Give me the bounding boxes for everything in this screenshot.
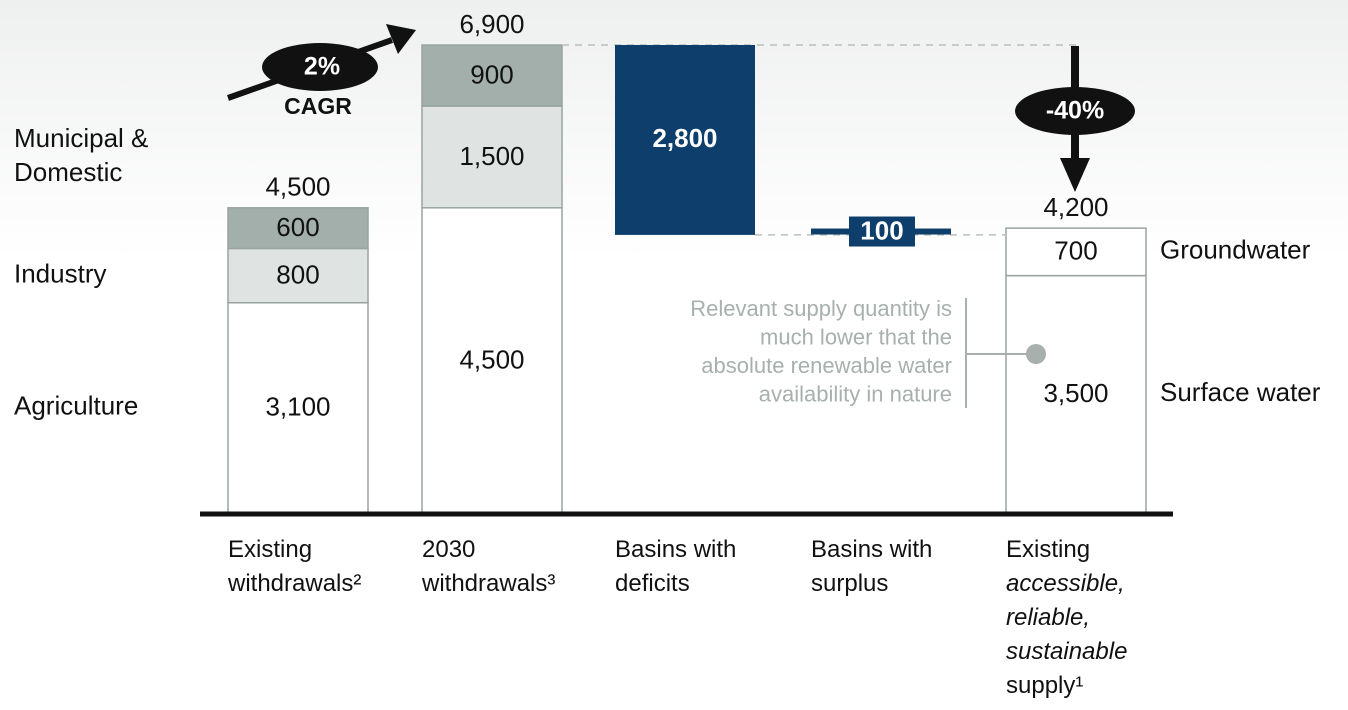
- category-label-line: Existing: [228, 536, 313, 563]
- segment-label: 700: [1054, 236, 1097, 266]
- cagr-ellipse: [262, 43, 378, 91]
- category-label-line: surplus: [811, 570, 889, 597]
- bar-segment: [1005, 227, 1147, 277]
- category-label: 2030 withdrawals³: [422, 533, 555, 601]
- category-label-line: reliable,: [1006, 604, 1091, 631]
- category-label-line: 2030: [422, 536, 476, 563]
- note-text-line: availability in nature: [759, 381, 952, 406]
- decline-ellipse: [1015, 87, 1135, 135]
- bar-segment: [227, 301, 369, 514]
- note-text-line: absolute renewable water: [701, 353, 952, 378]
- category-label-line: deficits: [615, 570, 690, 597]
- surplus-label: 100: [860, 215, 903, 245]
- category-label-line: withdrawals³: [422, 570, 556, 597]
- bar-segment: [421, 44, 563, 107]
- bar-segment: [421, 207, 563, 514]
- deficit-label: 2,800: [652, 123, 717, 153]
- legend-label-left: Municipal &: [14, 123, 148, 153]
- category-label-line: Basins with: [811, 536, 933, 563]
- note-text-line: much lower that the: [760, 324, 952, 349]
- decline-value: -40%: [1046, 97, 1104, 125]
- note-dot: [1026, 344, 1046, 364]
- legend-label-right: Surface water: [1160, 377, 1321, 407]
- legend-label-left: Domestic: [14, 157, 122, 187]
- category-label-line: accessible,: [1006, 570, 1125, 597]
- category-label-line: supply¹: [1006, 672, 1084, 699]
- category-label: Basins with deficits: [615, 533, 736, 601]
- decline-arrow-head: [1060, 158, 1090, 192]
- category-label-line: Existing: [1006, 536, 1091, 563]
- bar-segment: [227, 247, 369, 304]
- category-label: Basins with surplus: [811, 533, 932, 601]
- total-label: 4,200: [1043, 192, 1108, 222]
- segment-label: 1,500: [459, 141, 524, 171]
- category-label: Existing accessible, reliable, sustainable s…: [1006, 533, 1127, 703]
- segment-label: 4,500: [459, 344, 524, 374]
- total-label: 4,500: [265, 172, 330, 202]
- bar-deficit: [615, 45, 755, 235]
- note-text-line: Relevant supply quantity is: [690, 296, 952, 321]
- category-label-line: withdrawals²: [228, 570, 362, 597]
- category-label-line: sustainable: [1006, 638, 1128, 665]
- cagr-value: 2%: [304, 53, 340, 81]
- segment-label: 900: [470, 59, 513, 89]
- cagr-label: CAGR: [284, 93, 352, 119]
- cagr-arrow-head: [386, 24, 416, 54]
- surplus-label-box: [849, 216, 915, 247]
- category-label: Existing withdrawals²: [228, 533, 361, 601]
- legend-label-left: Industry: [14, 258, 107, 288]
- total-label: 6,900: [459, 9, 524, 39]
- category-label-line: Basins with: [615, 536, 737, 563]
- legend-label-left: Agriculture: [14, 391, 138, 421]
- segment-label: 600: [276, 212, 319, 242]
- bar-segment: [227, 207, 369, 250]
- segment-label: 3,500: [1043, 378, 1108, 408]
- segment-label: 800: [276, 259, 319, 289]
- bar-segment: [421, 105, 563, 209]
- legend-label-right: Groundwater: [1160, 235, 1311, 265]
- segment-label: 3,100: [265, 392, 330, 422]
